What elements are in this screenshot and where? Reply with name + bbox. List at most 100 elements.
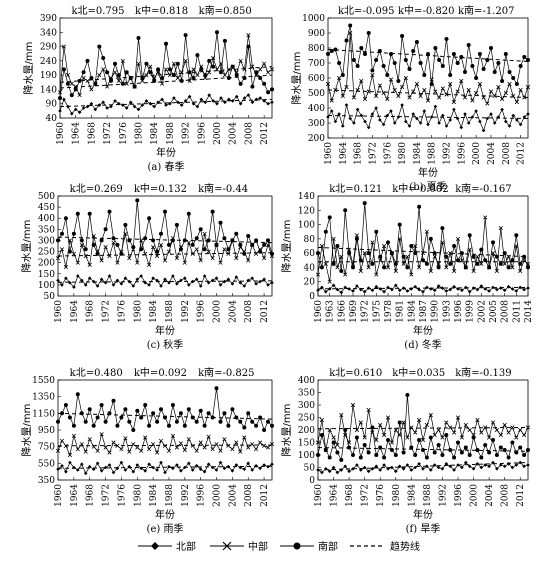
data-point [358,455,363,460]
data-point [444,254,449,259]
data-point [397,420,402,425]
data-point [448,118,452,122]
x-tick-label: 1960 [54,300,64,323]
legend-middle-label: 中部 [248,540,268,553]
data-point [246,461,250,466]
data-point [222,247,227,252]
data-point [262,256,267,261]
data-point [417,204,422,209]
data-point [378,118,382,122]
trend-line [57,252,273,257]
data-point [498,226,503,231]
x-tick-label: 2005 [489,300,499,323]
chart-panel: 350 550 750 950 1150 1350 1550 1960 1964 1968 1972… [20,366,275,535]
data-point [413,284,417,289]
data-point [95,415,100,420]
data-point [218,260,223,265]
data-point [214,276,219,280]
data-point [87,262,92,267]
legend-north: 北部 [138,540,196,553]
data-point [348,23,353,28]
data-point [452,468,456,472]
data-point [83,253,88,259]
data-point [343,428,348,432]
data-point [167,280,171,285]
data-point [226,423,231,428]
data-point [230,64,235,69]
trend-line [59,66,273,83]
data-point [222,437,227,442]
data-point [366,265,371,270]
data-point [191,101,196,106]
data-point [483,425,488,430]
data-point [222,236,227,241]
data-point [378,422,383,428]
data-point [507,81,512,87]
data-point [397,464,402,469]
data-point [254,282,258,286]
data-point [418,121,423,125]
data-point [91,423,96,428]
y-tick-label: 80 [304,235,316,245]
x-tick-label: 1984 [149,484,159,507]
panel-caption: (a) 春季 [148,161,185,173]
x-tick-label: 1964 [70,484,80,507]
plot-frame [317,195,529,297]
data-point [437,95,442,100]
data-point [414,81,419,87]
x-tick-label: 1975 [372,300,382,323]
data-point [331,465,336,470]
data-point [440,435,445,440]
data-point [65,81,70,86]
data-point [522,55,527,59]
data-point [526,112,530,116]
data-point [331,283,336,288]
data-point [123,276,128,280]
data-point [437,58,442,62]
data-point [432,463,437,467]
series-line [327,32,529,105]
data-point [389,109,393,113]
y-tick-label: 950 [38,426,55,436]
data-point [140,103,145,107]
data-point [510,425,515,430]
data-point [518,87,523,93]
data-point [99,469,104,473]
data-point [451,99,456,105]
data-point [470,64,475,68]
data-point [75,392,80,397]
data-point [444,124,449,128]
data-point [463,70,467,74]
trend-slope-annotation: k南=-0.139 [455,366,511,379]
data-point [198,467,203,471]
data-point [463,422,468,428]
x-tick-label: 1999 [466,300,476,323]
y-tick-label: 350 [38,225,55,235]
data-point [182,423,187,428]
data-point [378,254,383,259]
data-point [511,113,515,118]
data-point [80,278,84,283]
data-point [71,433,76,438]
data-point [477,52,482,56]
series-south [316,201,530,273]
data-point [451,52,456,56]
data-point [401,420,406,425]
x-tick-label: 2000 [213,484,223,507]
data-point [358,268,363,274]
data-point [172,96,176,100]
data-point [526,286,530,290]
data-point [502,464,507,469]
data-point [202,274,207,278]
data-point [504,119,508,124]
data-point [326,52,330,56]
data-point [331,440,336,445]
data-point [452,430,457,435]
data-point [343,464,347,469]
data-point [270,87,274,92]
data-point [374,464,379,469]
data-point [77,78,82,83]
data-point [64,469,68,474]
data-point [144,61,149,66]
data-point [115,278,120,283]
